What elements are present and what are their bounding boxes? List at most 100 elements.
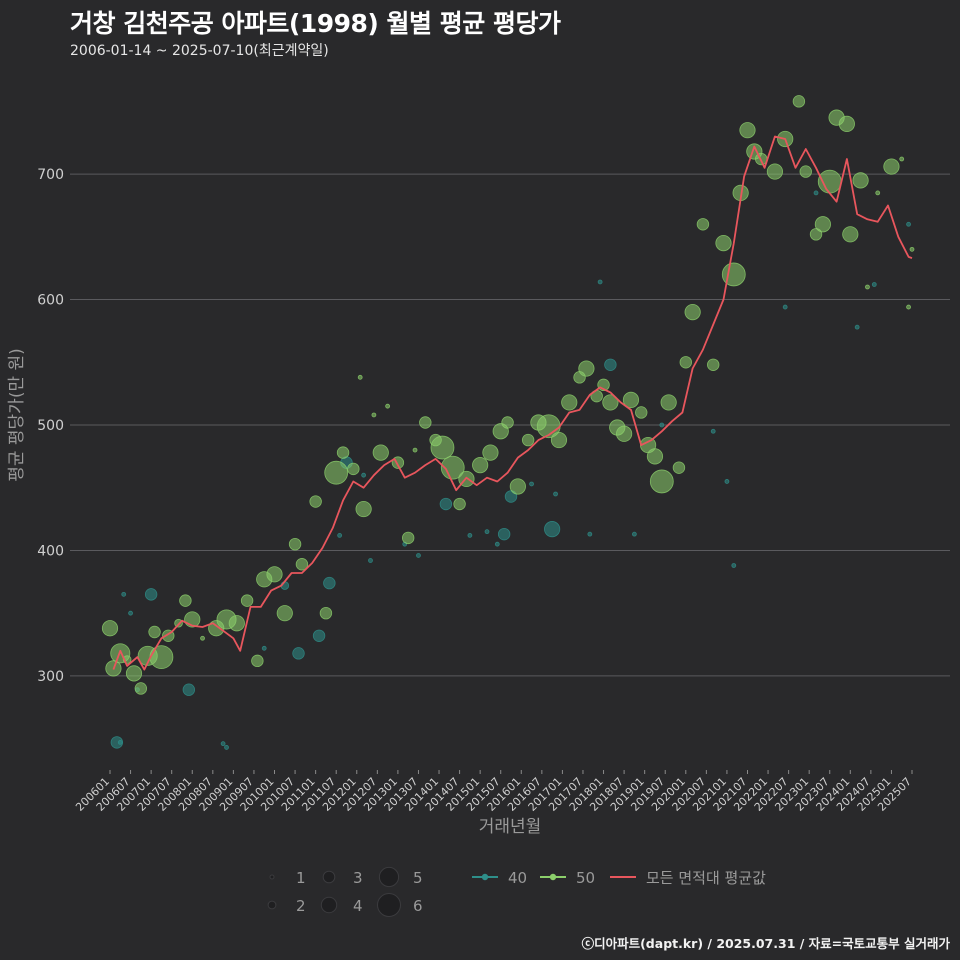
point-50-24 bbox=[309, 495, 322, 508]
point-50-33 bbox=[385, 403, 391, 409]
source-caption: ⓒ디아파트(dapt.kr) / 2025.07.31 / 자료=국토교통부 실… bbox=[581, 936, 950, 951]
point-40-8 bbox=[224, 745, 229, 750]
point-40-14 bbox=[337, 533, 343, 538]
size-legend-circle-1 bbox=[269, 874, 275, 880]
y-tick-700: 700 bbox=[37, 167, 64, 183]
point-40-35 bbox=[731, 563, 737, 568]
point-50-66 bbox=[672, 461, 686, 474]
point-50-93 bbox=[909, 246, 915, 252]
point-40-29 bbox=[587, 531, 593, 537]
size-legend-label-1: 1 bbox=[296, 869, 306, 887]
chart-subtitle: 2006-01-14 ~ 2025-07-10(최근계약일) bbox=[70, 43, 329, 59]
point-50-90 bbox=[883, 158, 900, 175]
point-40-23 bbox=[494, 541, 500, 547]
point-50-68 bbox=[684, 303, 701, 321]
y-axis-label: 평균 평당가(만 원) bbox=[7, 348, 27, 482]
point-50-41 bbox=[453, 497, 466, 511]
point-40-13 bbox=[323, 576, 336, 590]
scatter-points bbox=[101, 95, 915, 750]
point-50-63 bbox=[646, 448, 664, 465]
point-50-44 bbox=[482, 444, 499, 461]
point-40-41 bbox=[906, 221, 911, 227]
point-50-39 bbox=[430, 435, 455, 460]
point-50-27 bbox=[336, 446, 350, 459]
point-50-85 bbox=[838, 115, 855, 133]
size-legend-label-6: 6 bbox=[413, 897, 423, 915]
average-line bbox=[112, 135, 913, 671]
point-50-48 bbox=[521, 433, 535, 447]
point-40-21 bbox=[467, 533, 473, 538]
point-50-17 bbox=[240, 594, 254, 607]
point-40-22 bbox=[484, 529, 490, 535]
y-tick-600: 600 bbox=[37, 293, 64, 309]
point-40-28 bbox=[553, 491, 558, 497]
point-40-32 bbox=[631, 531, 637, 537]
point-50-7 bbox=[148, 625, 161, 639]
point-50-65 bbox=[660, 394, 677, 411]
point-40-20 bbox=[439, 497, 453, 511]
point-50-82 bbox=[814, 216, 831, 233]
point-50-60 bbox=[622, 391, 640, 409]
legend: 1 2 3 4 5 6 40 50 모든 면적대 평균값 bbox=[267, 866, 766, 917]
point-50-46 bbox=[501, 416, 514, 429]
point-50-43 bbox=[472, 457, 489, 474]
point-40-2 bbox=[121, 591, 127, 597]
point-50-5 bbox=[134, 682, 148, 695]
series-legend-label-0: 40 bbox=[508, 869, 527, 887]
point-50-64 bbox=[649, 469, 674, 494]
point-50-47 bbox=[509, 478, 526, 495]
point-40-37 bbox=[782, 304, 788, 310]
point-40-39 bbox=[854, 324, 860, 330]
point-50-67 bbox=[679, 356, 692, 369]
y-tick-400: 400 bbox=[37, 543, 64, 559]
point-40-1 bbox=[117, 740, 123, 745]
point-40-26 bbox=[529, 481, 534, 487]
size-legend-label-4: 4 bbox=[353, 897, 363, 915]
point-40-6 bbox=[182, 683, 196, 696]
point-50-89 bbox=[875, 190, 881, 196]
point-40-34 bbox=[710, 428, 716, 434]
size-legend-circle-6 bbox=[377, 893, 401, 917]
size-legend-label-5: 5 bbox=[413, 869, 423, 887]
point-50-77 bbox=[766, 163, 784, 180]
y-tick-300: 300 bbox=[37, 669, 64, 685]
point-50-86 bbox=[842, 226, 859, 243]
point-50-59 bbox=[616, 425, 633, 442]
point-50-21 bbox=[276, 605, 293, 622]
chart-title: 거창 김천주공 아파트(1998) 월별 평균 평당가 bbox=[70, 9, 561, 38]
point-50-74 bbox=[739, 122, 756, 139]
point-50-72 bbox=[721, 262, 746, 287]
point-50-91 bbox=[899, 156, 905, 162]
point-50-40 bbox=[440, 455, 465, 480]
point-40-38 bbox=[813, 190, 819, 196]
point-50-35 bbox=[401, 531, 415, 545]
point-50-20 bbox=[266, 566, 283, 583]
point-50-88 bbox=[865, 284, 870, 290]
series-legend-label-1: 50 bbox=[576, 869, 595, 887]
point-40-16 bbox=[368, 558, 373, 563]
size-legend-circle-4 bbox=[320, 896, 338, 914]
point-40-7 bbox=[220, 741, 226, 747]
point-50-61 bbox=[635, 406, 648, 419]
series-legend-dot-1 bbox=[549, 873, 557, 881]
point-40-19 bbox=[416, 553, 421, 558]
point-50-51 bbox=[550, 431, 568, 449]
point-40-36 bbox=[724, 479, 730, 484]
point-50-37 bbox=[419, 416, 432, 429]
point-50-52 bbox=[561, 394, 578, 411]
point-40-33 bbox=[659, 422, 665, 428]
point-50-32 bbox=[372, 444, 389, 461]
point-50-69 bbox=[696, 218, 710, 231]
point-50-36 bbox=[412, 447, 418, 453]
point-50-80 bbox=[799, 165, 812, 178]
series-legend-dot-0 bbox=[481, 873, 489, 881]
point-40-10 bbox=[292, 647, 305, 660]
size-legend-circle-5 bbox=[378, 866, 400, 888]
point-40-3 bbox=[128, 610, 133, 616]
point-40-9 bbox=[261, 645, 267, 651]
point-50-70 bbox=[707, 358, 720, 371]
point-50-87 bbox=[852, 172, 869, 189]
point-40-31 bbox=[604, 358, 617, 371]
point-50-30 bbox=[355, 500, 372, 518]
